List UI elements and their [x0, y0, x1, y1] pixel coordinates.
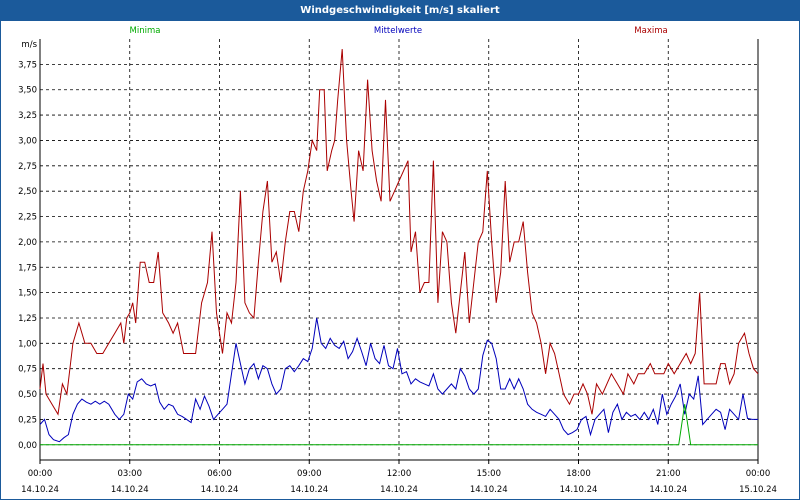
y-tick-label: 1,75: [18, 263, 37, 273]
x-tick-date: 14.10.24: [560, 485, 598, 495]
x-tick-time: 03:00: [118, 469, 143, 479]
y-tick-label: 3,00: [18, 136, 37, 146]
x-tick-time: 09:00: [297, 469, 322, 479]
x-tick-time: 21:00: [656, 469, 681, 479]
y-tick-label: 0,75: [18, 365, 37, 375]
series-line-maxima: [39, 49, 759, 416]
x-tick-date: 14.10.24: [201, 485, 239, 495]
y-tick-label: 1,25: [18, 314, 37, 324]
axes: [39, 39, 759, 464]
y-tick-label: 2,50: [18, 187, 37, 197]
y-tick-label: 3,75: [18, 60, 37, 70]
y-tick-label: 3,25: [18, 111, 37, 121]
y-tick-label: 2,25: [18, 213, 37, 223]
x-tick-time: 18:00: [566, 469, 591, 479]
x-tick-date: 14.10.24: [290, 485, 328, 495]
grid-lines: [40, 39, 758, 460]
x-tick-date: 14.10.24: [21, 485, 59, 495]
x-tick-date: 14.10.24: [111, 485, 149, 495]
x-tick-date: 15.10.24: [739, 485, 777, 495]
legend-minima: Minima: [130, 26, 161, 36]
x-tick-date: 14.10.24: [470, 485, 508, 495]
y-tick-label: 1,50: [18, 289, 37, 299]
y-tick-label: 2,00: [18, 238, 37, 248]
x-tick-time: 15:00: [477, 469, 502, 479]
chart-title: Windgeschwindigkeit [m/s] skaliert: [1, 1, 799, 21]
x-tick-time: 00:00: [746, 469, 771, 479]
x-tick-time: 12:00: [387, 469, 412, 479]
tick-labels: 0,00 0,25 0,50 0,75 1,00 1,25 1,50 1,75 2,00 2,25…: [18, 40, 777, 495]
y-tick-label: 0,25: [18, 415, 37, 425]
y-tick-label: 3,50: [18, 86, 37, 96]
x-tick-date: 14.10.24: [649, 485, 687, 495]
legend-maxima: Maxima: [634, 26, 667, 36]
series-line-minima: [40, 404, 758, 446]
x-tick-time: 06:00: [207, 469, 232, 479]
y-tick-label: 0,50: [18, 390, 37, 400]
legend-mittelwerte: Mittelwerte: [374, 26, 422, 36]
x-tick-time: 00:00: [28, 469, 53, 479]
legend: Minima Mittelwerte Maxima: [130, 26, 668, 36]
y-tick-label: 1,00: [18, 339, 37, 349]
x-tick-date: 14.10.24: [380, 485, 418, 495]
series-lines: [39, 49, 759, 446]
y-tick-label: 2,75: [18, 162, 37, 172]
series-line-mittelwerte: [39, 317, 758, 443]
y-tick-label: 0,00: [18, 441, 37, 451]
y-axis-label: m/s: [21, 40, 37, 50]
